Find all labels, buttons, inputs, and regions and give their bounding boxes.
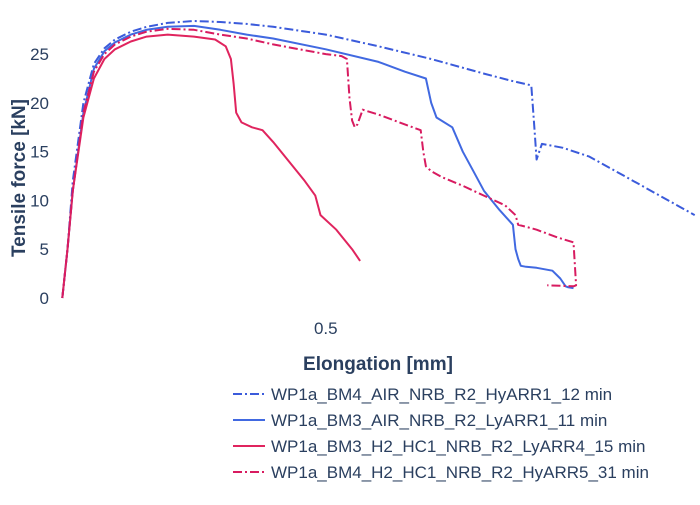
y-tick-label: 20 <box>30 94 49 113</box>
legend-label: WP1a_BM4_H2_HC1_NRB_R2_HyARR5_31 min <box>271 463 649 482</box>
plot-area <box>61 20 696 299</box>
series-line-1 <box>61 20 696 299</box>
y-tick-label: 5 <box>40 240 49 259</box>
x-tick-label: 0.5 <box>314 319 338 338</box>
y-tick-label: 0 <box>40 289 49 308</box>
legend-label: WP1a_BM3_H2_HC1_NRB_R2_LyARR4_15 min <box>271 437 646 456</box>
y-axis-title: Tensile force [kN] <box>9 99 30 257</box>
y-tick-label: 15 <box>30 143 49 162</box>
series-line-2 <box>61 24 574 299</box>
legend: WP1a_BM4_AIR_NRB_R2_HyARR1_12 min WP1a_BM… <box>233 385 649 482</box>
x-axis-ticks: 0.5 <box>314 319 338 338</box>
legend-item[interactable]: WP1a_BM4_H2_HC1_NRB_R2_HyARR5_31 min <box>233 463 649 482</box>
y-axis-ticks: 0 5 10 15 20 25 <box>30 45 49 308</box>
series-line-3 <box>61 33 361 299</box>
series-line-4 <box>61 27 578 299</box>
legend-label: WP1a_BM4_AIR_NRB_R2_HyARR1_12 min <box>271 385 612 404</box>
legend-item[interactable]: WP1a_BM4_AIR_NRB_R2_HyARR1_12 min <box>233 385 612 404</box>
legend-label: WP1a_BM3_AIR_NRB_R2_LyARR1_11 min <box>271 411 607 430</box>
legend-item[interactable]: WP1a_BM3_H2_HC1_NRB_R2_LyARR4_15 min <box>233 437 646 456</box>
y-tick-label: 25 <box>30 45 49 64</box>
legend-item[interactable]: WP1a_BM3_AIR_NRB_R2_LyARR1_11 min <box>233 411 607 430</box>
y-tick-label: 10 <box>30 191 49 210</box>
x-axis-title: Elongation [mm] <box>303 354 453 375</box>
